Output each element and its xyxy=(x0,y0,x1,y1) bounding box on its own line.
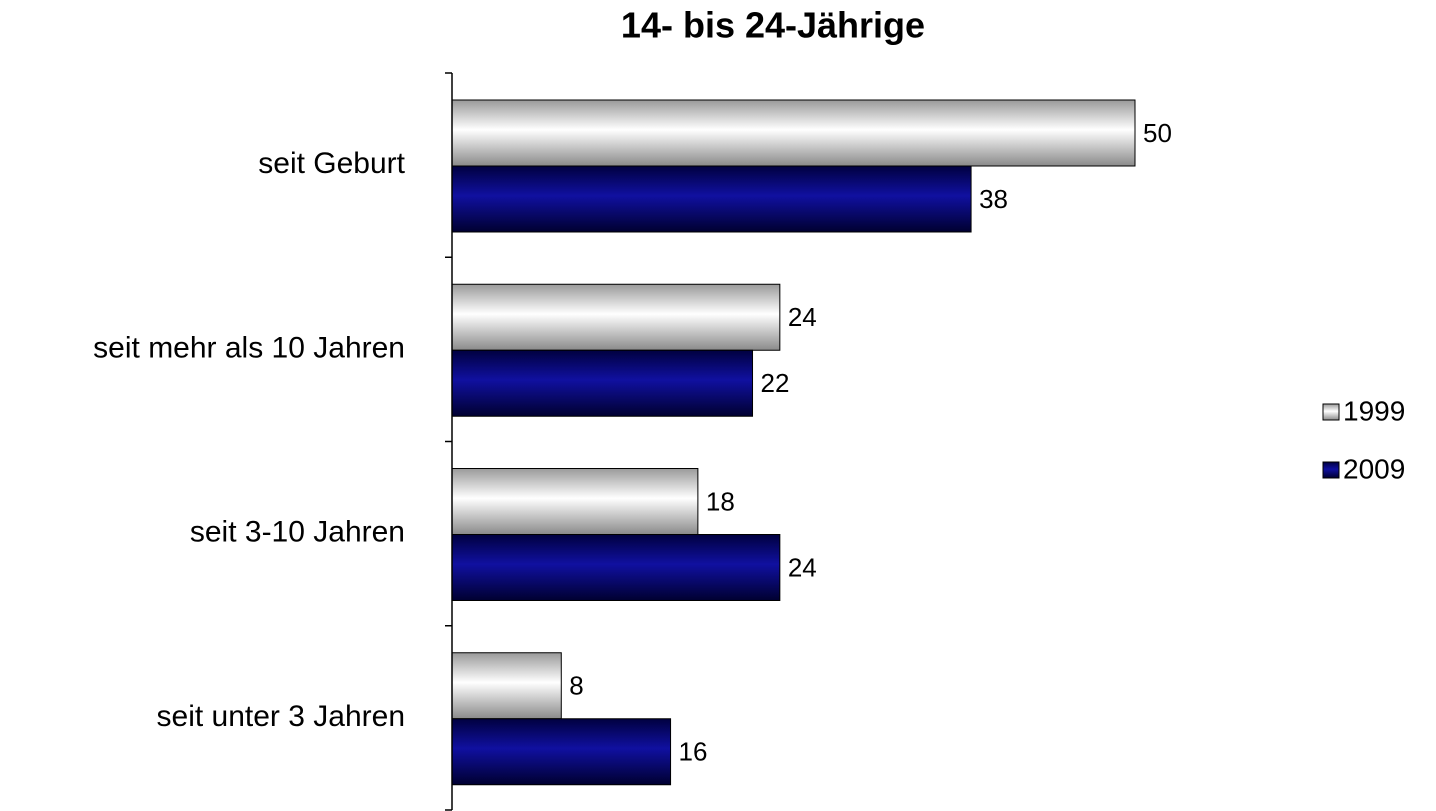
value-label: 38 xyxy=(979,184,1008,214)
bar xyxy=(451,99,1136,167)
bar xyxy=(451,718,672,786)
bar xyxy=(451,349,754,417)
value-label: 18 xyxy=(706,486,735,516)
value-label: 8 xyxy=(569,671,583,701)
value-label: 50 xyxy=(1143,118,1172,148)
legend-label: 2009 xyxy=(1343,453,1405,484)
category-label: seit 3-10 Jahren xyxy=(190,516,405,549)
value-label: 24 xyxy=(788,302,817,332)
bar xyxy=(451,652,562,720)
category-label: seit mehr als 10 Jahren xyxy=(93,331,405,364)
value-label: 22 xyxy=(761,368,790,398)
legend-label: 1999 xyxy=(1343,395,1405,426)
chart-title: 14- bis 24-Jährige xyxy=(621,5,925,46)
bar xyxy=(451,468,699,535)
value-label: 24 xyxy=(788,552,817,582)
bar xyxy=(451,283,781,351)
legend-swatch xyxy=(1322,461,1340,479)
bar xyxy=(451,165,972,233)
legend-swatch xyxy=(1322,403,1340,421)
category-label: seit unter 3 Jahren xyxy=(157,700,405,733)
value-label: 16 xyxy=(679,737,708,767)
bar xyxy=(451,534,781,601)
category-label: seit Geburt xyxy=(258,147,405,180)
